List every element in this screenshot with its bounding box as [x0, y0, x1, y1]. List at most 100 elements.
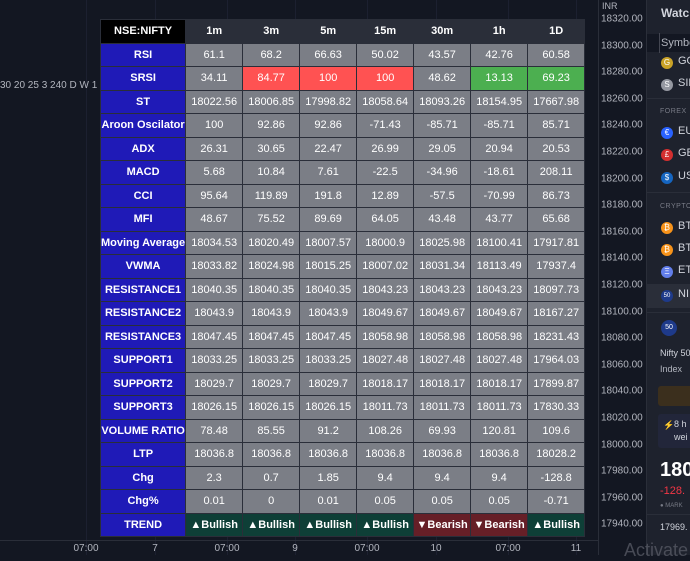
- price-axis-label: 18200.00: [601, 173, 643, 185]
- symbol-detail-header: 50: [647, 318, 690, 338]
- watchlist-column-header[interactable]: Symbo: [647, 34, 690, 52]
- indicator-value-cell: 0.05: [470, 489, 529, 514]
- section-label-forex: FOREX: [660, 108, 687, 115]
- last-price: 180: [660, 459, 690, 481]
- interval-toolbar-text[interactable]: 30 20 25 3 240 D W 1: [0, 80, 98, 91]
- indicator-value-cell: 84.77: [242, 66, 301, 91]
- indicator-value-cell: -18.61: [470, 160, 529, 185]
- ethereum-icon: Ξ: [661, 266, 673, 278]
- indicator-value-cell: 18036.8: [413, 442, 472, 467]
- indicator-label: Aroon Oscilator: [99, 113, 187, 138]
- indicator-value-cell: 18029.7: [299, 371, 358, 396]
- indicator-value-cell: 60.58: [527, 42, 586, 67]
- time-axis[interactable]: 07:00 7 07:00 9 07:00 10 07:00 11: [0, 540, 598, 555]
- indicator-value-cell: 18058.98: [356, 324, 415, 349]
- indicator-value-cell: ▲Bullish: [527, 512, 586, 537]
- watchlist-symbol: BT: [678, 242, 690, 254]
- indicator-value-cell: 61.1: [185, 42, 244, 67]
- symbol-detail-name: Nifty 50: [660, 348, 690, 358]
- notice-bar: [658, 386, 690, 406]
- indicator-value-cell: 100: [185, 113, 244, 138]
- indicator-value-cell: -128.8: [527, 465, 586, 490]
- indicator-label: CCI: [99, 183, 187, 208]
- indicator-value-cell: 18007.57: [299, 230, 358, 255]
- indicator-value-cell: 64.05: [356, 207, 415, 232]
- indicator-value-cell: 18049.67: [413, 301, 472, 326]
- indicator-value-cell: 69.23: [527, 66, 586, 91]
- indicator-value-cell: 17917.81: [527, 230, 586, 255]
- indicator-value-cell: 43.48: [413, 207, 472, 232]
- indicator-label: Chg: [99, 465, 187, 490]
- price-axis-label: 18060.00: [601, 359, 643, 371]
- currency-label: INR: [602, 1, 618, 11]
- indicator-value-cell: ▼Bearish: [413, 512, 472, 537]
- time-axis-label: 07:00: [354, 543, 380, 554]
- indicator-label: SRSI: [99, 66, 187, 91]
- watchlist-title[interactable]: Watch: [661, 6, 690, 20]
- watchlist-item[interactable]: ₿ BT: [647, 239, 690, 261]
- table-row: RESISTANCE1 18040.35 18040.35 18040.35 18043…: [99, 277, 586, 302]
- price-axis[interactable]: INR 18320.00 18300.00 18280.00 18260.00 1824…: [598, 0, 647, 555]
- indicator-value-cell: 20.94: [470, 136, 529, 161]
- indicator-value-cell: 48.67: [185, 207, 244, 232]
- activation-watermark: Activate W: [623, 540, 690, 560]
- time-axis-label: 7: [152, 543, 158, 554]
- indicator-value-cell: 18043.23: [356, 277, 415, 302]
- indicator-value-cell: 18040.35: [242, 277, 301, 302]
- indicator-value-cell: 18020.49: [242, 230, 301, 255]
- notice-box[interactable]: ⚡ 8 h wei: [658, 414, 690, 448]
- table-row: CCI 95.64 119.89 191.8 12.89 -57.5 -70.99 86.73: [99, 183, 586, 208]
- indicator-value-cell: -71.43: [356, 113, 415, 138]
- section-label-crypto: CRYPTO: [660, 203, 690, 210]
- watchlist-item[interactable]: Ξ ET: [647, 261, 690, 283]
- indicator-label: RSI: [99, 42, 187, 67]
- indicator-label: SUPPORT2: [99, 371, 187, 396]
- indicator-value-cell: 18031.34: [413, 254, 472, 279]
- price-axis-label: 17980.00: [601, 465, 643, 477]
- watchlist-item[interactable]: £ GB: [647, 144, 690, 166]
- watchlist-item[interactable]: G GO: [647, 52, 690, 74]
- indicator-value-cell: 18036.8: [356, 442, 415, 467]
- indicator-value-cell: 0.01: [185, 489, 244, 514]
- watchlist-symbol: BT: [678, 220, 690, 232]
- indicator-value-cell: 0.7: [242, 465, 301, 490]
- eu-flag-icon: €: [661, 127, 673, 139]
- indicator-label: LTP: [99, 442, 187, 467]
- watchlist-item[interactable]: S SIL: [647, 74, 690, 96]
- indicator-value-cell: -85.71: [470, 113, 529, 138]
- chart-area[interactable]: 30 20 25 3 240 D W 1 07:00 7 07:00 9 07:…: [0, 0, 598, 555]
- table-row: RSI 61.1 68.2 66.63 50.02 43.57 42.76 60.58: [99, 42, 586, 67]
- indicator-value-cell: -34.96: [413, 160, 472, 185]
- indicator-value-cell: 18049.67: [470, 301, 529, 326]
- indicator-value-cell: 18113.49: [470, 254, 529, 279]
- indicator-value-cell: 18043.23: [470, 277, 529, 302]
- watchlist-item-selected[interactable]: 50 NI: [647, 285, 690, 307]
- indicator-value-cell: 18033.25: [242, 348, 301, 373]
- table-row: Chg% 0.01 0 0.01 0.05 0.05 0.05 -0.71: [99, 489, 586, 514]
- timeframe-header: 1m: [185, 19, 244, 44]
- table-row: ST 18022.56 18006.85 17998.82 18058.64 18093.…: [99, 89, 586, 114]
- timeframe-header: 5m: [299, 19, 358, 44]
- watchlist-item[interactable]: ₿ BT: [647, 217, 690, 239]
- watchlist-item[interactable]: € EU: [647, 122, 690, 144]
- watchlist-item[interactable]: $ US: [647, 167, 690, 189]
- indicator-value-cell: 18036.8: [299, 442, 358, 467]
- grid-line: [86, 0, 87, 555]
- nifty-icon: 50: [661, 290, 673, 302]
- indicator-value-cell: 85.71: [527, 113, 586, 138]
- indicator-value-cell: 18027.48: [356, 348, 415, 373]
- indicator-value-cell: 18058.98: [413, 324, 472, 349]
- table-row: RESISTANCE3 18047.45 18047.45 18047.45 18058…: [99, 324, 586, 349]
- indicator-label: RESISTANCE2: [99, 301, 187, 326]
- us-flag-icon: $: [661, 172, 673, 184]
- indicator-value-cell: 18040.35: [185, 277, 244, 302]
- price-axis-label: 18260.00: [601, 93, 643, 105]
- price-axis-label: 18020.00: [601, 412, 643, 424]
- indicator-label: Moving Average: [99, 230, 187, 255]
- indicator-value-cell: 18033.82: [185, 254, 244, 279]
- indicator-value-cell: ▲Bullish: [299, 512, 358, 537]
- time-axis-label: 07:00: [214, 543, 240, 554]
- price-axis-label: 18300.00: [601, 40, 643, 52]
- indicator-value-cell: 75.52: [242, 207, 301, 232]
- indicator-value-cell: 22.47: [299, 136, 358, 161]
